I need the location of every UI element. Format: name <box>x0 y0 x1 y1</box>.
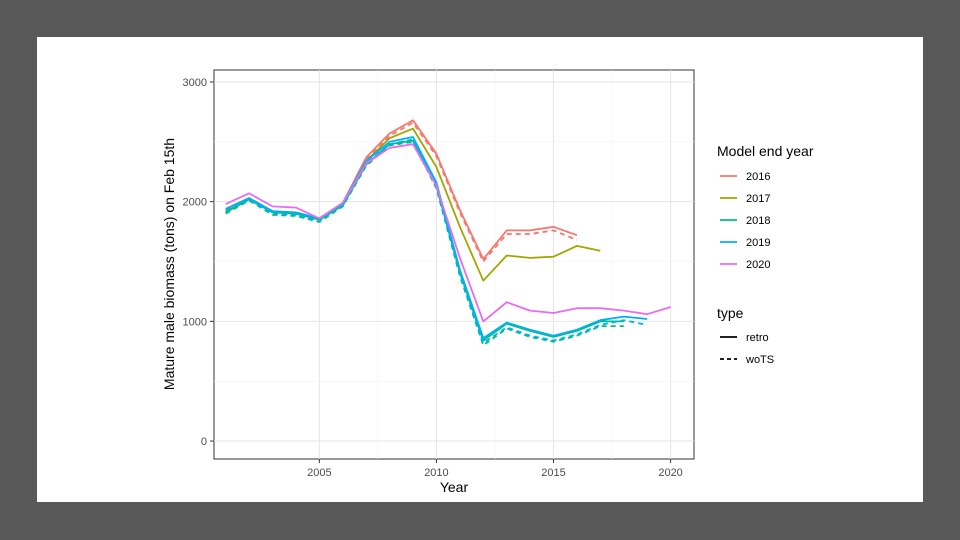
legend-label-2020: 2020 <box>746 259 770 271</box>
y-axis-title: Mature male biomass (tons) on Feb 15th <box>161 138 177 390</box>
legend-color-title: Model end year <box>717 143 814 159</box>
biomass-chart: 0 1000 2000 3000 2005 2010 2015 2020 Year Matur… <box>161 69 814 495</box>
y-tick-label: 0 <box>201 436 207 448</box>
legend-label-retro: retro <box>746 332 769 344</box>
legend-label-2018: 2018 <box>746 215 770 227</box>
grid <box>214 70 694 459</box>
series-lines <box>225 119 671 347</box>
axis-ticks: 0 1000 2000 3000 2005 2010 2015 2020 <box>183 77 683 479</box>
legend-label-2019: 2019 <box>746 237 770 249</box>
legend-type-title: type <box>717 305 744 321</box>
x-tick-label: 2015 <box>541 467 565 479</box>
legend: Model end year 2016 2017 2018 2019 2020 type… <box>717 143 814 366</box>
legend-label-2017: 2017 <box>746 193 770 205</box>
series-line-2020-retro <box>225 143 671 323</box>
legend-label-2016: 2016 <box>746 171 770 183</box>
x-tick-label: 2005 <box>307 467 331 479</box>
x-tick-label: 2020 <box>658 467 682 479</box>
x-tick-label: 2010 <box>424 467 448 479</box>
series-line-2018-woTS <box>225 140 624 347</box>
y-tick-label: 1000 <box>183 316 207 328</box>
y-tick-label: 3000 <box>183 77 207 89</box>
plot-panel <box>213 69 695 460</box>
series-line-2019-retro <box>225 136 648 340</box>
legend-label-woTS: woTS <box>745 354 774 366</box>
y-tick-label: 2000 <box>183 197 207 209</box>
slide: 0 1000 2000 3000 2005 2010 2015 2020 Year Matur… <box>37 37 923 502</box>
legend-color-items: 2016 2017 2018 2019 2020 <box>720 171 770 271</box>
legend-type-items: retro woTS <box>720 332 774 366</box>
x-axis-title: Year <box>440 479 469 495</box>
